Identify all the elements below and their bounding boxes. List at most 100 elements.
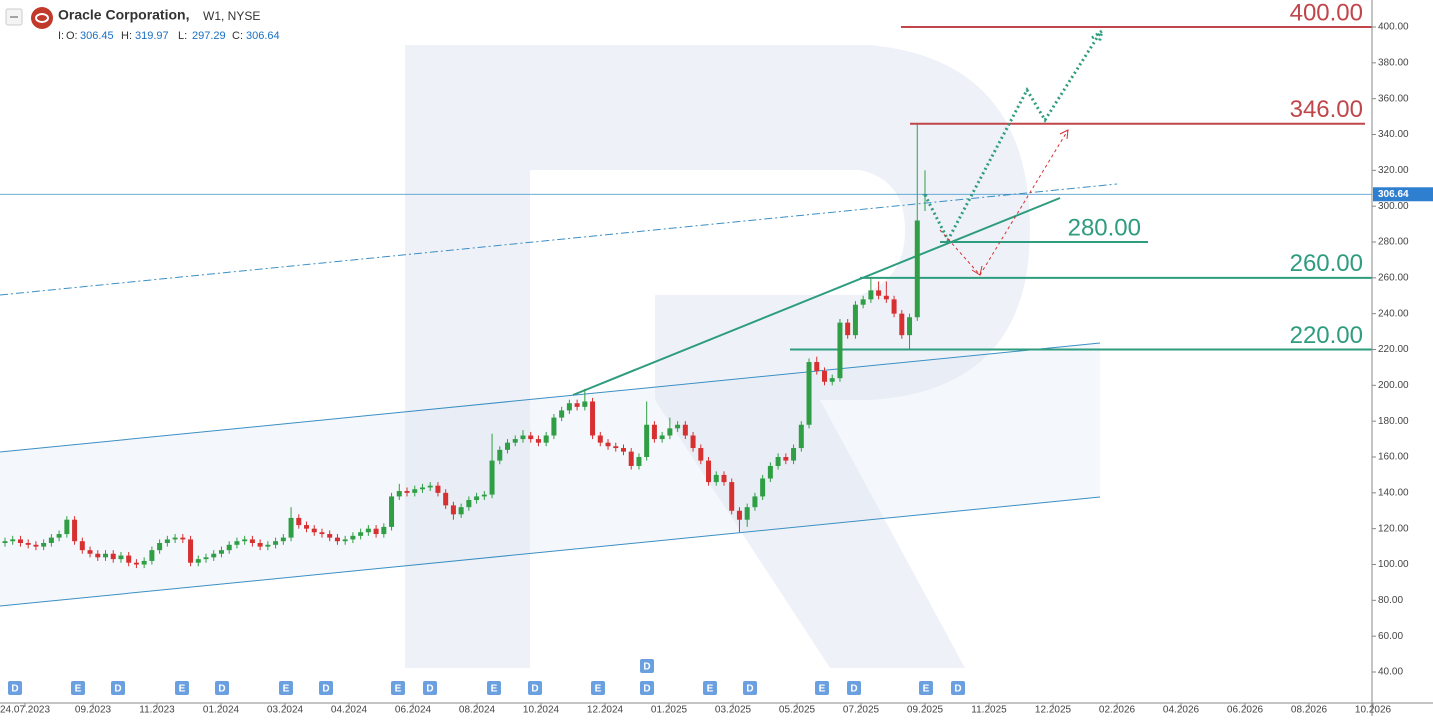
candle-body (628, 451, 634, 466)
candle-body (64, 519, 70, 535)
event-label: D (643, 684, 650, 695)
candle-body (304, 525, 310, 529)
y-tick-label: 320.00 (1378, 165, 1409, 176)
event-label: E (395, 684, 402, 695)
x-tick-label: 04.2026 (1163, 705, 1200, 716)
candle-body (188, 539, 194, 563)
candle-body (876, 290, 882, 296)
forecast-arrowhead (1091, 27, 1105, 44)
candle-body (775, 457, 781, 466)
y-axis-panel (1372, 0, 1433, 716)
y-tick-label: 100.00 (1378, 559, 1409, 570)
candle-body (443, 492, 449, 506)
y-tick-label: 380.00 (1378, 57, 1409, 68)
channel-lower (0, 496, 1101, 607)
candle-body (543, 435, 549, 443)
y-tick-label: 280.00 (1378, 237, 1409, 248)
candle-body (373, 528, 379, 535)
candle-body (242, 539, 248, 542)
candle-body (195, 559, 201, 563)
candle-body (744, 507, 750, 520)
logo (31, 7, 53, 29)
candle-body (512, 439, 518, 443)
candle-body (752, 496, 758, 508)
candle-body (798, 424, 804, 449)
candle-body (582, 401, 588, 407)
event-marker (528, 681, 542, 695)
candle-body (690, 435, 696, 449)
candle-body (334, 537, 340, 542)
event-label: D (114, 684, 121, 695)
candle-body (497, 449, 503, 461)
event-label: D (850, 684, 857, 695)
event-label: D (426, 684, 433, 695)
candle-body (41, 543, 47, 547)
events: D E D E D E D E D E D EDD E D E D E D (8, 659, 965, 695)
candle-body (590, 401, 596, 436)
candle-body (203, 557, 209, 560)
x-tick-label: 04.2024 (331, 705, 368, 716)
watermark (405, 45, 1030, 668)
x-tick-label: 11.2023 (139, 705, 175, 716)
candle-body (419, 487, 425, 490)
candle-body (257, 543, 263, 547)
candle-body (659, 435, 665, 440)
candle-body (474, 496, 480, 501)
event-marker (391, 681, 405, 695)
trendline (572, 197, 1061, 396)
header-value: 297.29 (192, 30, 226, 42)
event-marker (423, 681, 437, 695)
candle-body (837, 322, 843, 379)
candle-body (907, 317, 913, 336)
y-tick-label: 400.00 (1378, 22, 1409, 33)
event-marker (591, 681, 605, 695)
header-label: O: (66, 30, 78, 42)
y-tick-label: 300.00 (1378, 201, 1409, 212)
event-marker (919, 681, 933, 695)
event-marker (640, 681, 654, 695)
x-tick-label: 11.2025 (971, 705, 1007, 716)
y-tick-label: 180.00 (1378, 416, 1409, 427)
header-value: 319.97 (135, 30, 169, 42)
candle-body (450, 505, 456, 515)
event-marker (319, 681, 333, 695)
x-tick-label: 06.2026 (1227, 705, 1264, 716)
candle-body (644, 424, 650, 458)
candle-body (48, 537, 54, 544)
y-tick-label: 220.00 (1378, 344, 1409, 355)
candle-body (412, 489, 418, 493)
event-marker (951, 681, 965, 695)
candle-body (157, 543, 163, 551)
x-tick-label: 06.2024 (395, 705, 432, 716)
candle-body (814, 362, 820, 372)
candle-body (226, 544, 232, 551)
candle-body (721, 474, 727, 483)
candle-body (365, 528, 371, 533)
level-label: 346.00 (1290, 96, 1363, 123)
candle-body (760, 478, 766, 497)
candle-body (118, 555, 124, 560)
event-marker (847, 681, 861, 695)
forecast-path (923, 32, 1102, 244)
candle-body (10, 539, 16, 542)
candle-body (25, 543, 31, 545)
candle-body (791, 448, 797, 461)
candle-body (172, 537, 178, 540)
level-label: 260.00 (1290, 250, 1363, 277)
y-tick-label: 140.00 (1378, 487, 1409, 498)
candle-body (783, 457, 789, 461)
candle-body (164, 539, 170, 544)
candle-body (868, 290, 874, 300)
x-tick-label: 10.2026 (1355, 705, 1392, 716)
candle-body (505, 442, 511, 450)
header-label: I: (58, 30, 64, 42)
candle-body (381, 526, 387, 535)
candle-body (566, 403, 572, 411)
x-tick-label: 03.2024 (267, 705, 304, 716)
event-marker (640, 659, 654, 673)
y-tick-label: 80.00 (1378, 595, 1403, 606)
candle-body (358, 532, 364, 536)
event-label: E (491, 684, 498, 695)
candle-body (489, 460, 495, 495)
candle-body (87, 550, 93, 554)
